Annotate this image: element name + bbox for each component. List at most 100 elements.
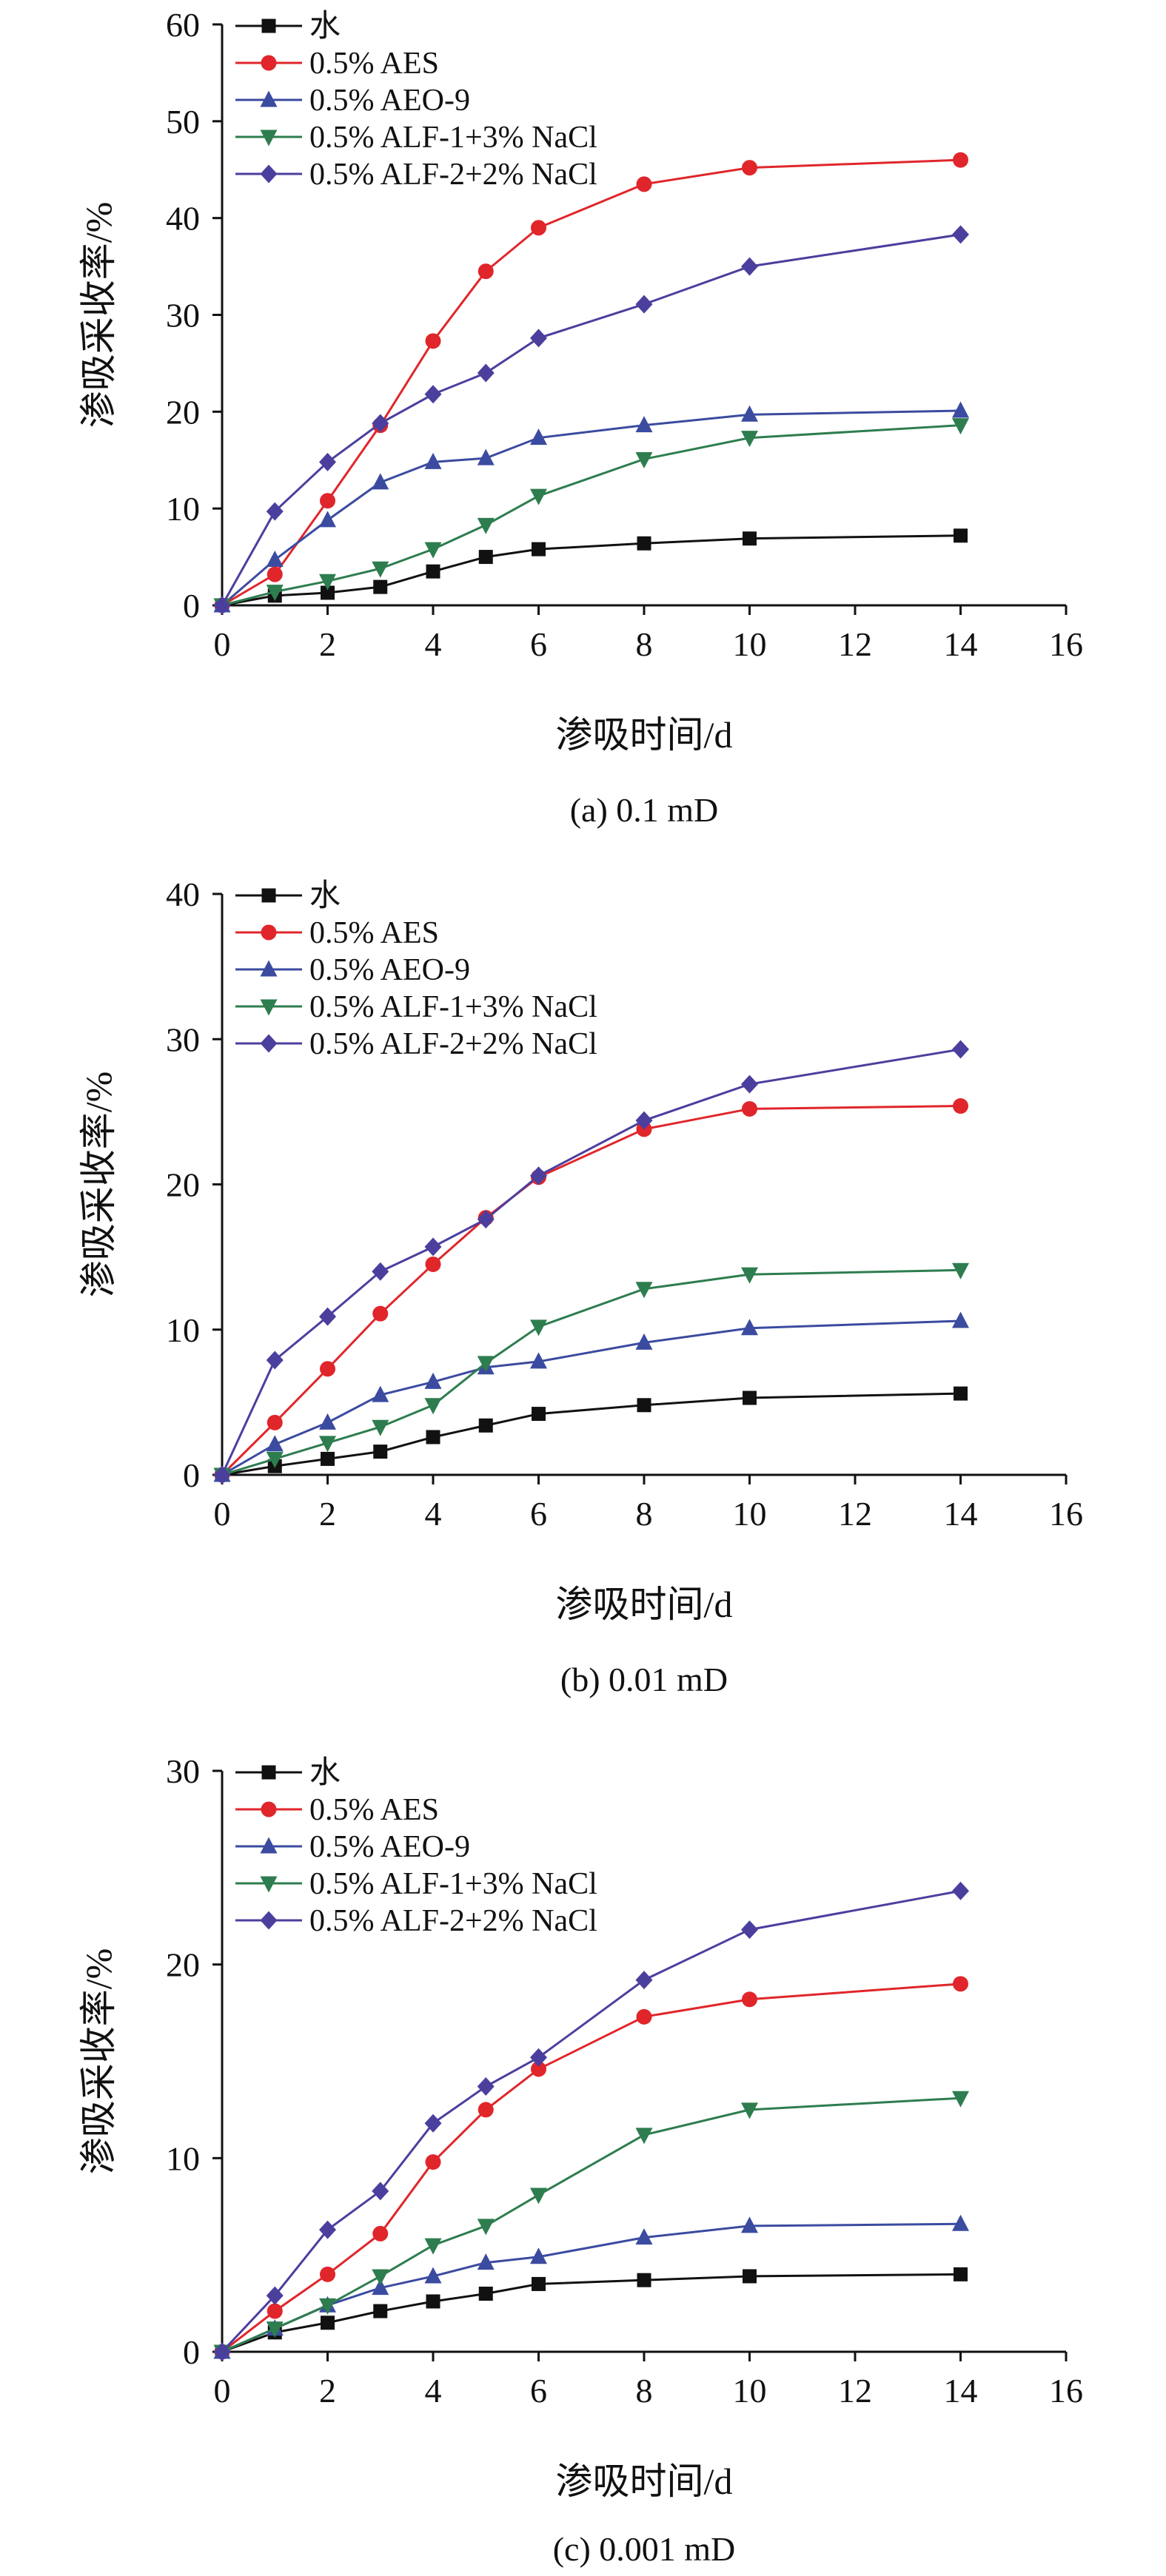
- x-tick-label: 0: [214, 1495, 231, 1533]
- x-tick-label: 6: [530, 625, 547, 663]
- data-point: [319, 2298, 336, 2315]
- series-0: [215, 1386, 968, 1482]
- legend-marker: [260, 90, 278, 107]
- data-point: [952, 2091, 969, 2108]
- legend-label: 0.5% AES: [309, 916, 439, 950]
- series-line: [221, 2273, 961, 2353]
- data-point: [531, 2061, 546, 2077]
- x-tick-label: 2: [319, 2372, 336, 2409]
- data-point: [319, 1413, 336, 1430]
- series-3: [213, 1262, 969, 1484]
- legend-marker: [260, 130, 278, 147]
- data-point: [635, 1971, 653, 1990]
- data-point: [635, 2228, 653, 2245]
- data-point: [530, 2048, 547, 2067]
- data-point: [319, 452, 336, 471]
- data-point: [637, 2273, 651, 2287]
- data-point: [477, 2253, 495, 2270]
- data-point: [321, 2316, 335, 2330]
- series-1: [214, 152, 968, 613]
- data-point: [425, 333, 441, 349]
- data-point: [424, 385, 442, 404]
- data-point: [636, 176, 652, 192]
- data-point: [954, 528, 968, 543]
- data-point: [635, 2128, 653, 2145]
- chart-caption: (b) 0.01 mD: [560, 1661, 728, 1698]
- x-axis-title: 渗吸时间/d: [556, 714, 733, 756]
- data-point: [213, 2342, 231, 2361]
- data-point: [743, 531, 757, 546]
- data-point: [742, 160, 757, 176]
- x-tick-label: 16: [1049, 2372, 1083, 2409]
- data-point: [213, 596, 231, 615]
- data-point: [372, 561, 389, 578]
- data-point: [741, 1075, 758, 1094]
- legend-marker: [261, 888, 276, 903]
- data-point: [530, 488, 547, 505]
- data-point: [530, 2187, 547, 2205]
- data-point: [320, 493, 335, 509]
- data-point: [424, 542, 442, 559]
- data-point: [319, 511, 336, 528]
- x-tick-label: 10: [733, 1495, 767, 1533]
- x-tick-label: 4: [425, 1495, 442, 1533]
- series-line: [221, 409, 961, 607]
- chart-caption: (a) 0.1 mD: [570, 791, 719, 829]
- legend-label: 水: [309, 10, 341, 44]
- data-point: [741, 2216, 758, 2233]
- data-point: [477, 2219, 495, 2236]
- series-3: [213, 418, 969, 615]
- legend-label: 0.5% ALF-2+2% NaCl: [309, 1027, 597, 1061]
- series-4: [213, 1040, 969, 1484]
- series-line: [221, 1392, 961, 1476]
- legend-marker: [260, 164, 278, 184]
- x-tick-label: 4: [425, 625, 442, 663]
- data-point: [372, 1419, 389, 1436]
- data-point: [478, 1418, 493, 1433]
- data-point: [321, 585, 335, 600]
- y-tick-label: 20: [166, 393, 200, 431]
- series-line: [221, 158, 961, 607]
- series-line: [221, 1268, 961, 1476]
- series-line: [221, 1889, 961, 2353]
- data-point: [743, 2269, 757, 2284]
- legend-marker: [260, 999, 278, 1016]
- y-tick-label: 50: [166, 103, 200, 141]
- chart-caption: (c) 0.001 mD: [553, 2530, 736, 2568]
- data-point: [635, 1111, 653, 1130]
- data-point: [953, 1976, 968, 1992]
- data-point: [424, 2267, 442, 2284]
- y-tick-label: 0: [183, 587, 200, 625]
- data-point: [742, 1100, 757, 1117]
- data-point: [372, 2182, 389, 2201]
- data-point: [266, 1351, 284, 1370]
- data-point: [319, 2220, 336, 2239]
- data-point: [267, 566, 283, 582]
- series-4: [213, 1881, 969, 2361]
- data-point: [952, 1311, 969, 1328]
- data-point: [425, 1256, 441, 1272]
- data-point: [424, 1372, 442, 1389]
- data-point: [531, 220, 546, 236]
- data-point: [266, 502, 284, 521]
- y-tick-label: 20: [166, 1166, 200, 1204]
- data-point: [635, 416, 653, 433]
- data-point: [636, 2008, 652, 2025]
- data-point: [426, 2294, 440, 2309]
- data-point: [320, 1361, 335, 1377]
- data-point: [477, 448, 495, 465]
- x-tick-label: 12: [838, 2372, 872, 2409]
- legend-label: 0.5% AES: [309, 1793, 439, 1827]
- y-tick-label: 40: [166, 875, 200, 913]
- data-point: [530, 1352, 547, 1369]
- data-point: [372, 2279, 389, 2296]
- series-4: [213, 225, 969, 615]
- data-point: [477, 1210, 495, 1229]
- data-point: [477, 363, 495, 383]
- series-line: [221, 534, 961, 607]
- legend-marker: [261, 1765, 276, 1780]
- data-point: [372, 1305, 389, 1322]
- data-point: [372, 1262, 389, 1281]
- data-point: [477, 2077, 495, 2096]
